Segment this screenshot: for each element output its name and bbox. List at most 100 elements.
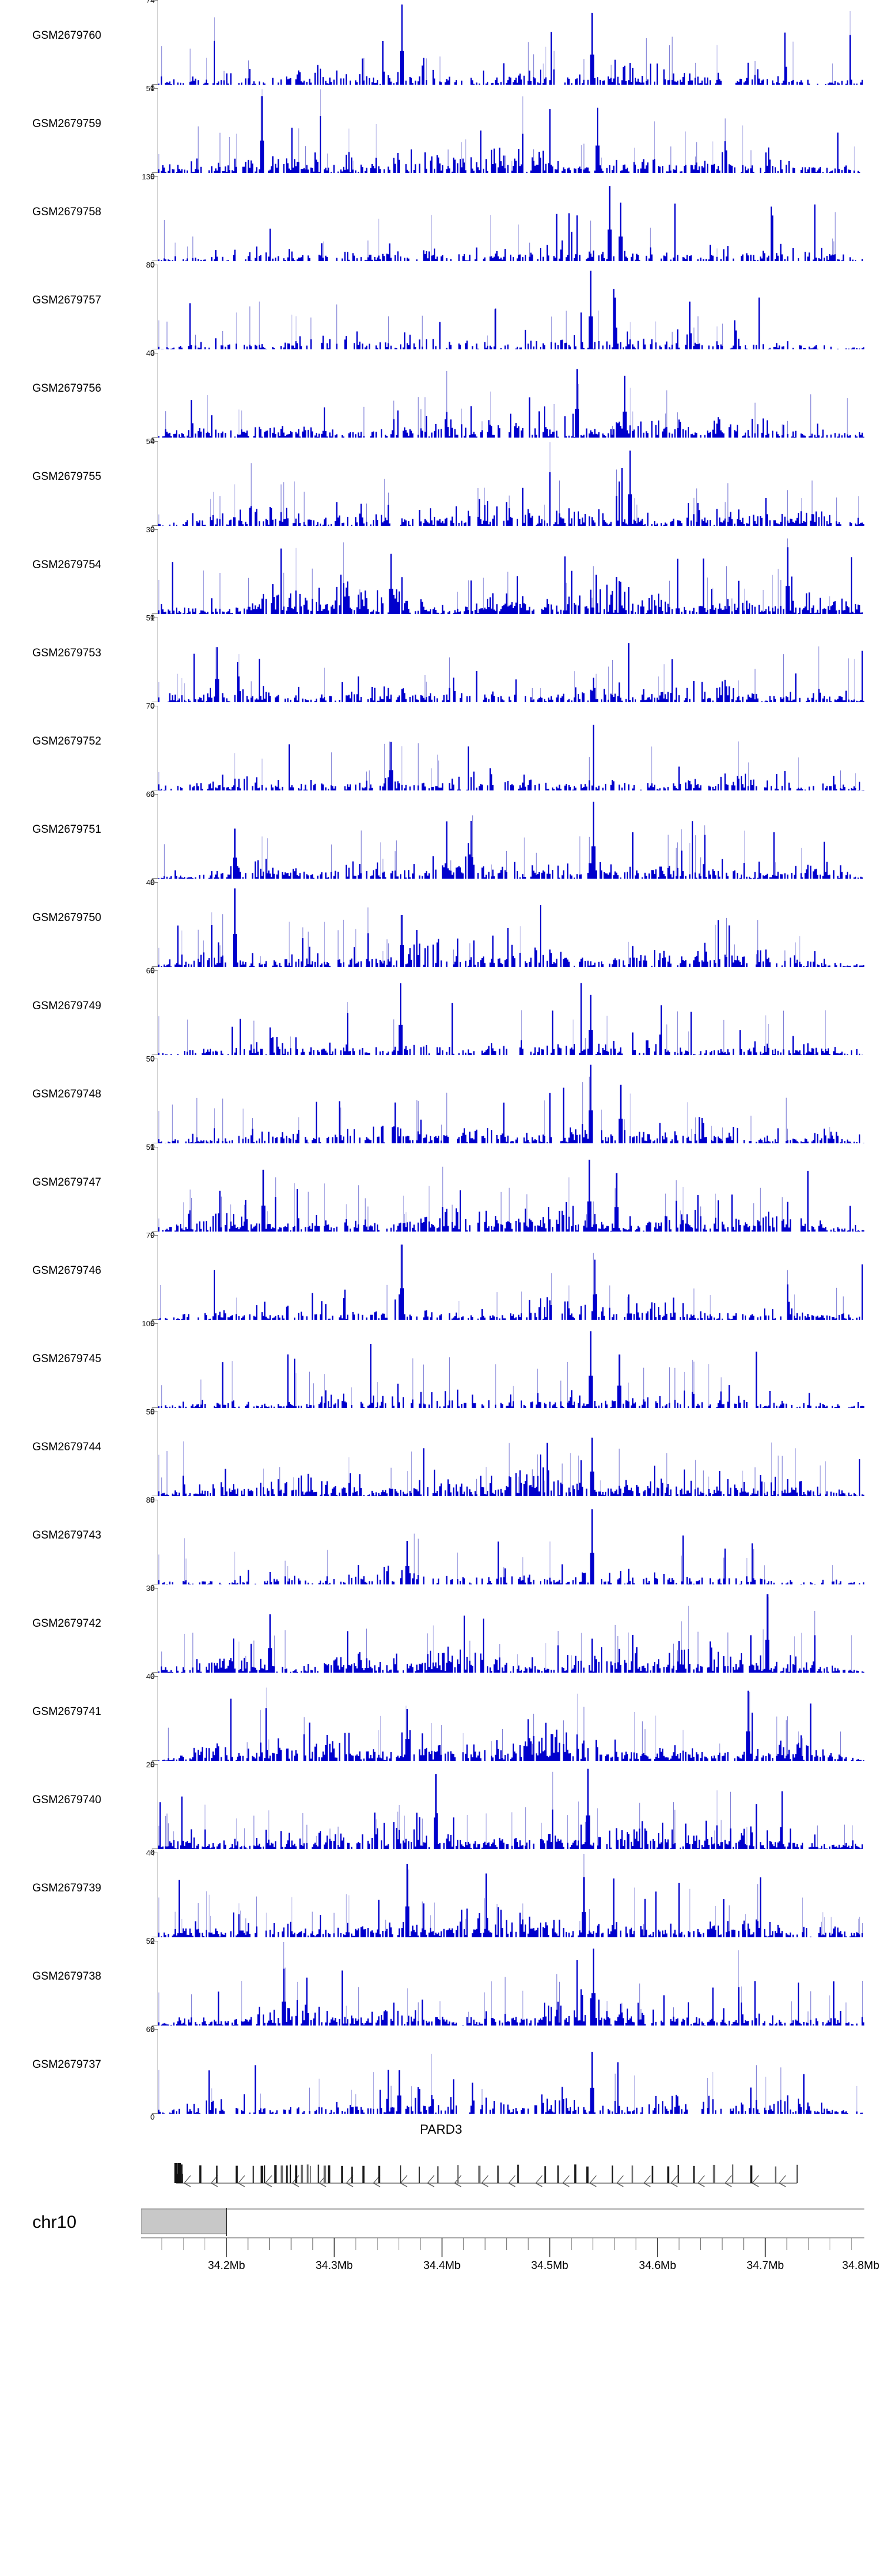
track-y-axis: 400 [121,1672,155,1769]
y-axis-tick-top [152,882,158,883]
coverage-plot-area[interactable] [158,265,864,349]
coverage-track[interactable]: GSM2679744580 [0,1407,882,1504]
coverage-track[interactable]: GSM2679753510 [0,613,882,710]
coverage-plot-area[interactable] [158,1500,864,1584]
y-axis-tick-bottom [152,1319,158,1320]
y-axis-min-label: 0 [151,1495,155,1504]
y-axis-tick-bottom [152,1760,158,1761]
y-axis-min-label: 0 [151,877,155,886]
coverage-track[interactable]: GSM2679737 65 0 [0,2025,882,2121]
y-axis-min-label: 0 [151,1407,155,1416]
coverage-track[interactable]: GSM2679746790 [0,1231,882,1327]
coverage-track[interactable]: GSM2679755540 [0,437,882,533]
coverage-track[interactable]: GSM2679740280 [0,1760,882,1857]
coverage-track[interactable]: GSM26797451050 [0,1319,882,1416]
coverage-track[interactable]: GSM2679739440 [0,1848,882,1945]
y-axis-tick-bottom [152,1848,158,1849]
coverage-plot-area[interactable] [158,1588,864,1673]
y-axis-tick-top [152,1323,158,1324]
track-label-gsm2679747: GSM2679747 [32,1176,102,1189]
track-label-gsm2679750: GSM2679750 [32,912,102,924]
track-y-axis: 800 [121,261,155,357]
y-axis-min-label: 0 [150,2113,155,2121]
y-axis-tick-bottom [152,878,158,879]
track-y-axis: 51 0 [121,84,155,181]
coverage-track[interactable]: GSM2679748500 [0,1055,882,1151]
coverage-plot-area[interactable] [158,441,864,526]
coverage-track[interactable]: GSM2679747 510 [0,1143,882,1239]
axis-tick-labels: 34.2Mb 34.3Mb 34.4Mb 34.5Mb 34.6Mb 34.7Mb 34.8… [0,2260,882,2283]
track-label-gsm2679749: GSM2679749 [32,1000,102,1012]
y-axis-tick-top [152,0,158,1]
track-label-gsm2679743: GSM2679743 [32,1529,102,1541]
y-axis-max-label: 50 [146,1055,155,1063]
coverage-plot-area[interactable] [158,176,864,261]
coverage-track[interactable]: GSM2679759 51 0 [0,84,882,181]
y-axis-tick-top [152,970,158,971]
ideogram-bar[interactable] [141,2207,864,2238]
coverage-plot-area[interactable] [158,529,864,614]
coverage-plot-area[interactable] [158,882,864,967]
coverage-track[interactable]: GSM2679754300 [0,525,882,622]
coverage-track[interactable]: GSM2679756430 [0,349,882,445]
track-y-axis: 880 [121,1496,155,1592]
coverage-plot-area[interactable] [158,1764,864,1849]
y-axis-min-label: 0 [151,348,155,357]
y-axis-min-label: 0 [151,436,155,445]
coverage-track[interactable]: GSM2679750 480 [0,878,882,975]
y-axis-max-label: 28 [146,1760,155,1769]
coverage-plot-area[interactable] [158,2029,864,2114]
track-y-axis: 380 [121,1584,155,1680]
coverage-plot-area[interactable] [158,618,864,702]
coverage-plot-area[interactable] [158,706,864,790]
coverage-track[interactable]: GSM2679751630 [0,790,882,886]
coverage-plot-area[interactable] [158,970,864,1055]
coverage-track[interactable]: GSM2679760 74 0 [0,0,882,92]
coverage-plot-area[interactable] [158,1235,864,1320]
y-axis-max-label: 79 [146,1231,155,1240]
coverage-tracks-container: GSM2679760740GSM2679759510GSM26797581380… [0,0,882,2121]
coverage-track[interactable]: GSM2679752700 [0,702,882,798]
y-axis-min-label: 0 [151,1142,155,1151]
coverage-plot-area[interactable] [158,1323,864,1408]
y-axis-max-label: 70 [146,702,155,710]
coverage-track[interactable]: GSM2679742380 [0,1584,882,1680]
y-axis-tick-top [152,794,158,795]
coverage-plot-area[interactable] [158,1059,864,1143]
coverage-track[interactable]: GSM2679757800 [0,261,882,357]
y-axis-max-label: 58 [146,1407,155,1416]
coverage-track[interactable]: GSM2679749 660 [0,966,882,1063]
coverage-plot-area[interactable] [158,1941,864,2026]
coverage-track[interactable]: GSM2679738520 [0,1937,882,2033]
track-y-axis: 65 0 [121,2025,155,2121]
y-axis-max-label: 51 [146,1143,155,1152]
coverage-track[interactable]: GSM2679743 880 [0,1496,882,1592]
y-axis-max-label: 51 [146,84,155,93]
y-axis-min-label: 0 [151,1671,155,1680]
y-axis-max-label: 74 [146,0,155,5]
coverage-plot-area[interactable] [158,88,864,173]
y-axis-max-label: 54 [146,437,155,446]
coverage-plot-area[interactable] [158,1147,864,1232]
coverage-plot-area[interactable] [158,1853,864,1937]
axis-tick-label: 34.5Mb [531,2260,569,2272]
track-y-axis: 660 [121,966,155,1063]
y-axis-min-label: 0 [151,172,155,181]
coverage-plot-area[interactable] [158,0,864,85]
y-axis-tick-bottom [152,1407,158,1408]
coverage-plot-area[interactable] [158,1412,864,1496]
coverage-plot-area[interactable] [158,1676,864,1761]
y-axis-tick-bottom [152,1672,158,1673]
y-axis-tick-bottom [152,525,158,526]
track-y-axis: 74 0 [121,0,155,92]
track-y-axis: 480 [121,878,155,975]
track-y-axis: 280 [121,1760,155,1857]
y-axis-tick-top [152,529,158,530]
coverage-track[interactable]: GSM2679741400 [0,1672,882,1769]
coverage-plot-area[interactable] [158,794,864,879]
track-label-gsm2679759: GSM2679759 [32,118,102,130]
coverage-plot-area[interactable] [158,353,864,438]
gene-model-glyph[interactable] [149,2142,864,2189]
coverage-track[interactable]: GSM26797581380 [0,172,882,269]
